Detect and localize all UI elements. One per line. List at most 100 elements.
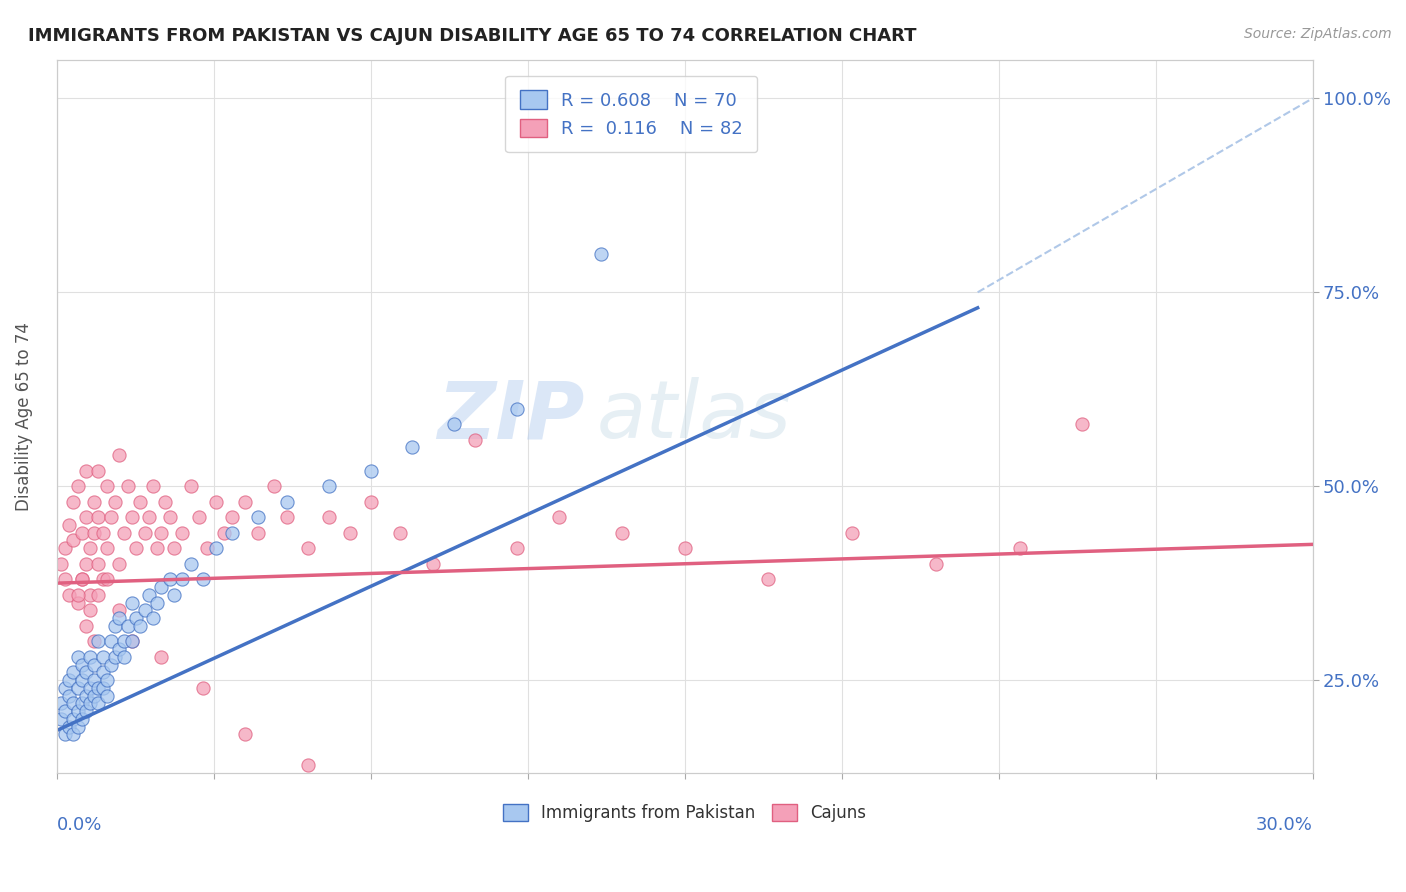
Text: ZIP: ZIP [437,377,583,456]
Point [87,697,110,711]
Point [108,642,131,657]
Point [159,572,181,586]
Point [53,541,76,556]
Point [70,657,93,672]
Point [70,673,93,687]
Point [180,557,202,571]
Point [108,603,131,617]
Point [66,596,89,610]
Point [150,580,173,594]
Point [75,464,97,478]
Point [87,681,110,695]
Point [66,649,89,664]
Point [841,525,863,540]
Point [117,619,139,633]
Point [204,494,226,508]
Point [49,557,72,571]
Point [180,479,202,493]
Point [191,572,214,586]
Point [91,572,114,586]
Point [117,479,139,493]
Point [138,588,160,602]
Point [1071,417,1094,432]
Point [172,572,194,586]
Point [129,494,152,508]
Text: atlas: atlas [596,377,792,456]
Point [506,541,529,556]
Point [121,510,143,524]
Point [53,704,76,718]
Point [70,525,93,540]
Point [62,727,84,741]
Point [79,681,101,695]
Point [104,619,127,633]
Point [83,657,105,672]
Point [204,541,226,556]
Point [96,479,118,493]
Point [91,665,114,680]
Point [134,525,156,540]
Point [62,494,84,508]
Point [62,697,84,711]
Point [87,588,110,602]
Point [108,611,131,625]
Point [388,525,411,540]
Point [422,557,444,571]
Point [75,704,97,718]
Point [401,441,423,455]
Point [66,588,89,602]
Point [233,727,256,741]
Point [53,681,76,695]
Point [83,525,105,540]
Point [58,689,80,703]
Text: 0.0%: 0.0% [56,816,103,834]
Point [87,557,110,571]
Point [138,510,160,524]
Point [610,525,633,540]
Point [146,596,169,610]
Point [91,649,114,664]
Point [159,510,181,524]
Point [673,541,696,556]
Point [79,697,101,711]
Point [360,464,382,478]
Point [221,525,243,540]
Point [83,673,105,687]
Point [212,525,235,540]
Point [83,634,105,648]
Point [83,689,105,703]
Point [150,649,173,664]
Point [125,611,148,625]
Point [58,518,80,533]
Point [66,479,89,493]
Point [108,557,131,571]
Point [62,665,84,680]
Point [925,557,948,571]
Text: 30.0%: 30.0% [1256,816,1313,834]
Point [79,541,101,556]
Point [172,525,194,540]
Point [62,712,84,726]
Point [66,681,89,695]
Point [121,596,143,610]
Point [318,479,340,493]
Point [548,510,571,524]
Point [297,541,319,556]
Point [75,557,97,571]
Point [104,494,127,508]
Point [297,758,319,772]
Point [108,448,131,462]
Point [96,689,118,703]
Point [142,479,165,493]
Point [79,588,101,602]
Point [464,433,486,447]
Y-axis label: Disability Age 65 to 74: Disability Age 65 to 74 [15,322,32,511]
Point [96,541,118,556]
Point [195,541,218,556]
Point [1008,541,1031,556]
Point [125,541,148,556]
Point [121,634,143,648]
Point [66,720,89,734]
Point [142,611,165,625]
Point [91,525,114,540]
